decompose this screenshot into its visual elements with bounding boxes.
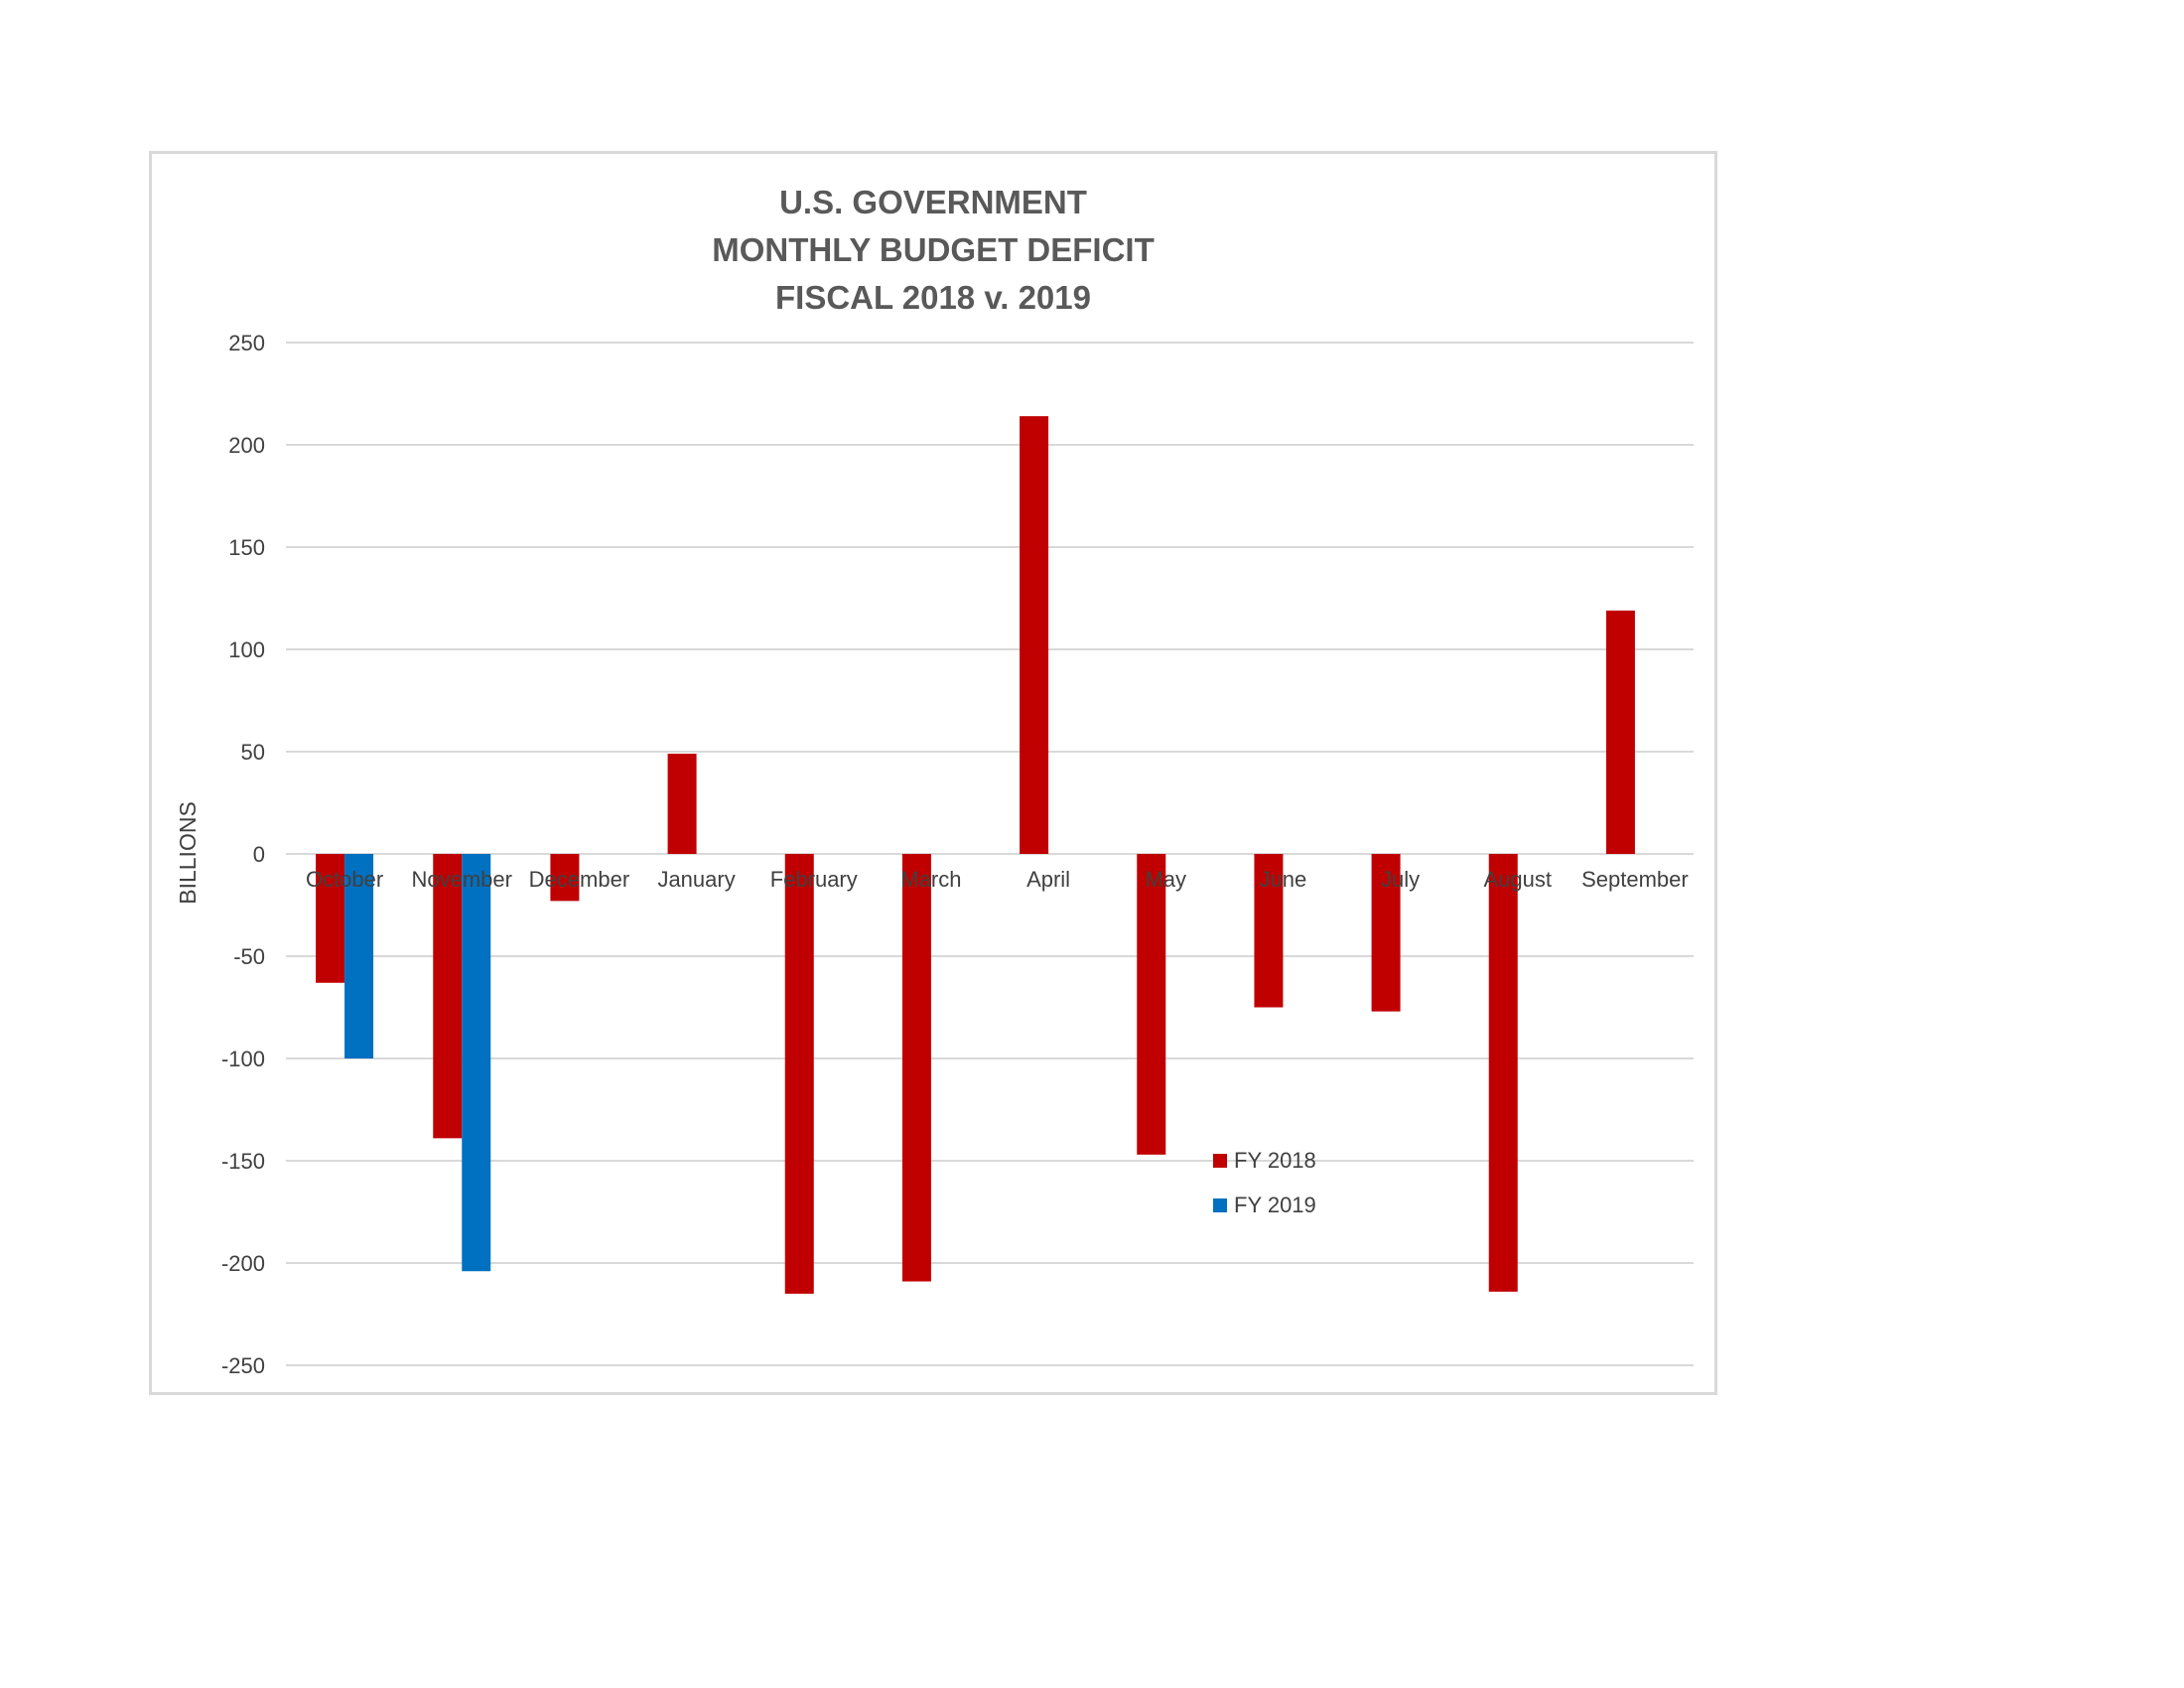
chart-title-line-3: FISCAL 2018 v. 2019: [775, 279, 1091, 316]
bars: [316, 416, 1635, 1294]
chart-title-line-2: MONTHLY BUDGET DEFICIT: [712, 231, 1155, 268]
x-axis-categories: October November December January February Ma…: [306, 867, 1689, 892]
bar-fy-2018-may: [1137, 854, 1166, 1155]
y-tick-label: -150: [221, 1149, 265, 1174]
category-label: November: [412, 867, 512, 892]
chart-title: U.S. GOVERNMENT MONTHLY BUDGET DEFICIT F…: [712, 184, 1155, 316]
legend-label: FY 2018: [1234, 1148, 1316, 1173]
bar-fy-2018-october: [316, 854, 345, 983]
bar-fy-2018-december: [550, 854, 580, 902]
y-tick-label: 250: [228, 331, 265, 355]
bar-fy-2018-april: [1020, 416, 1049, 854]
category-label: June: [1260, 867, 1307, 892]
y-axis-title: BILLIONS: [175, 801, 201, 905]
y-tick-label: -200: [221, 1251, 265, 1276]
category-label: March: [900, 867, 961, 892]
category-label: September: [1581, 867, 1689, 892]
bar-fy-2018-august: [1488, 854, 1518, 1292]
y-axis-ticks: 250 200 150 100 50 0 -50 -100 -150 -200 -250: [221, 331, 265, 1378]
y-tick-label: -250: [221, 1353, 265, 1378]
bar-fy-2018-january: [667, 754, 697, 854]
legend-swatch: [1213, 1154, 1227, 1168]
category-label: January: [657, 867, 735, 892]
y-tick-label: 50: [241, 740, 265, 765]
y-tick-label: 100: [228, 637, 265, 662]
category-label: May: [1145, 867, 1186, 892]
category-label: August: [1484, 867, 1553, 892]
y-tick-label: -100: [221, 1047, 265, 1071]
bar-fy-2018-september: [1605, 610, 1635, 854]
budget-deficit-chart: U.S. GOVERNMENT MONTHLY BUDGET DEFICIT F…: [175, 184, 1694, 1378]
category-label: July: [1381, 867, 1420, 892]
chart-title-line-1: U.S. GOVERNMENT: [779, 184, 1087, 220]
bar-fy-2018-november: [433, 854, 463, 1139]
bar-fy-2018-february: [784, 854, 814, 1294]
legend: FY 2018 FY 2019: [1213, 1148, 1316, 1217]
bar-fy-2019-november: [462, 854, 491, 1272]
legend-label: FY 2019: [1234, 1193, 1316, 1217]
legend-swatch: [1213, 1198, 1227, 1212]
bar-fy-2018-july: [1371, 854, 1401, 1012]
category-label: December: [529, 867, 629, 892]
category-label: April: [1026, 867, 1070, 892]
y-tick-label: -50: [233, 944, 265, 969]
gridlines: [286, 342, 1694, 1366]
category-label: October: [306, 867, 383, 892]
y-tick-label: 0: [253, 842, 265, 867]
chart-frame: U.S. GOVERNMENT MONTHLY BUDGET DEFICIT F…: [149, 151, 1717, 1395]
y-tick-label: 200: [228, 433, 265, 458]
bar-fy-2019-october: [344, 854, 374, 1058]
bar-fy-2018-june: [1254, 854, 1284, 1008]
category-label: February: [770, 867, 858, 892]
y-tick-label: 150: [228, 535, 265, 560]
bar-fy-2018-march: [901, 854, 931, 1282]
